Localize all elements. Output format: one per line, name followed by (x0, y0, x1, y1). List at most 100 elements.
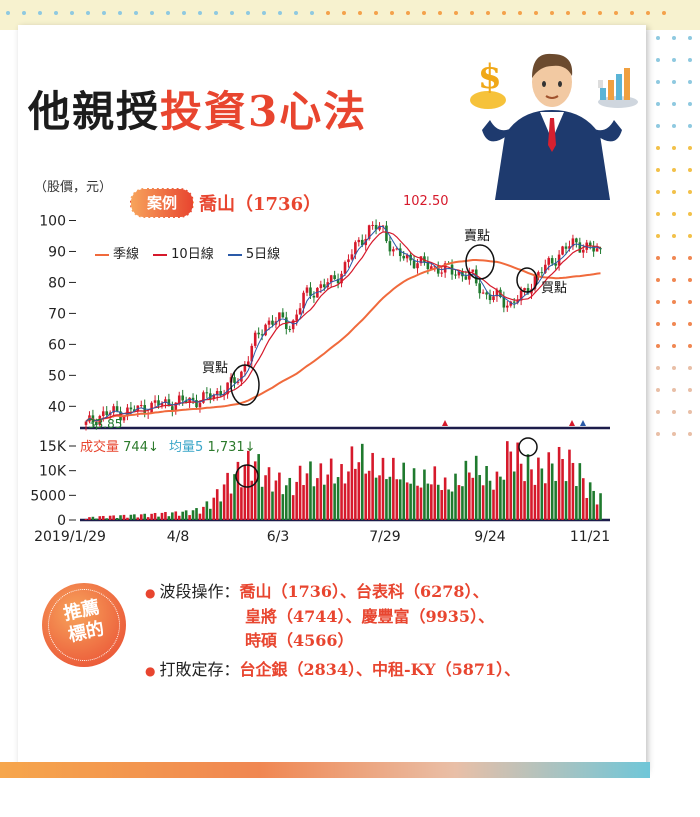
volume-bar (177, 515, 181, 520)
volume-bar (575, 486, 578, 520)
candle-body (464, 276, 468, 280)
candle-body (167, 399, 171, 407)
candle-body (488, 294, 492, 301)
volume-bar (288, 477, 292, 520)
candle-body (250, 345, 254, 362)
volume-bar (271, 491, 274, 520)
volume-bar (392, 457, 395, 520)
candle-body (153, 400, 157, 403)
volume-bar (357, 462, 361, 520)
volume-bar (543, 483, 547, 520)
candle-body (264, 324, 267, 336)
price-ytick-label: 80 (48, 275, 66, 291)
volume-bar (347, 471, 350, 520)
price-unit-label: （股價，元） (34, 180, 113, 195)
volume-ytick-label: 15K (39, 439, 67, 455)
candle-body (398, 248, 402, 256)
volume-bar (233, 474, 236, 520)
volume-bar (433, 466, 437, 520)
volume-bar (388, 476, 392, 520)
candle-body (305, 287, 309, 293)
volume-bar (502, 479, 506, 520)
signal-marker (442, 420, 448, 426)
candle-body (191, 397, 195, 401)
candle-body (212, 395, 216, 400)
sell-point-circle (465, 244, 495, 280)
volume-bar (568, 449, 571, 520)
volume-bar (278, 472, 281, 520)
candle-body (526, 288, 530, 294)
volume-bar (119, 515, 122, 520)
candle-body (322, 284, 326, 288)
candle-body (595, 248, 599, 252)
bottom-gradient-band (0, 762, 650, 778)
volume-bar (250, 480, 254, 520)
candle-body (471, 269, 475, 272)
buy-point-1-label: 買點 (202, 361, 228, 376)
recommend-tag: 推薦 標的 (42, 583, 126, 667)
volume-bar (416, 485, 419, 520)
volume-bar (122, 514, 126, 520)
candle-body (215, 391, 219, 396)
volume-bar (343, 483, 347, 520)
volume-bar (526, 454, 530, 520)
legend-item-season-line: 季線 (95, 247, 139, 262)
candle-body (174, 402, 178, 412)
recommend-item-swing: ● 波段操作：喬山（1736）、台表科（6278）、 (145, 582, 489, 601)
candle-body (139, 405, 143, 407)
volume-bar (333, 483, 336, 520)
title-part-1: 他親授 (28, 87, 161, 136)
volume-bar (537, 457, 540, 520)
volume-bar (98, 516, 102, 520)
candle-body (550, 258, 554, 264)
x-tick-label: 2019/1/29 (34, 529, 106, 545)
volume-bar (530, 469, 533, 520)
signal-marker (569, 420, 575, 426)
high-price-label: 102.50 (403, 194, 449, 209)
volume-bar (115, 518, 119, 520)
volume-bar (91, 516, 95, 520)
volume-bar (468, 472, 471, 520)
volume-bar (564, 481, 568, 520)
candle-body (416, 263, 419, 269)
volume-bar (326, 474, 330, 520)
recommend-swing-line3: 時碩（4566） (245, 631, 354, 650)
volume-bar (360, 443, 364, 520)
candle-body (426, 261, 430, 270)
candle-body (440, 272, 443, 274)
volume-header: 成交量 744↓ 均量5 1,731↓ (80, 436, 256, 455)
candle-body (592, 246, 595, 252)
buy-point-1-circle (230, 364, 260, 406)
candle-body (160, 402, 164, 406)
volume-bar (260, 486, 264, 520)
volume-ytick-label: 10K (39, 464, 67, 480)
candle-body (240, 371, 243, 382)
recommend-swing-line1: 喬山（1736）、台表科（6278）、 (239, 582, 489, 601)
candle-body (219, 391, 222, 396)
volume-bar (312, 486, 316, 520)
volume-circle-2 (518, 437, 538, 457)
volume-bar (516, 442, 519, 520)
candle-body (385, 225, 388, 242)
volume-bar (364, 473, 368, 520)
legend-item-10day-line: 10日線 (153, 247, 214, 262)
volume-bar (101, 515, 105, 520)
volume-bar (198, 513, 202, 520)
volume-bar (146, 517, 150, 520)
candle-body (309, 287, 312, 296)
businessman-illustration: $ (470, 53, 638, 200)
volume-bar (402, 462, 406, 520)
candle-body (374, 224, 378, 230)
volume-bar (191, 510, 195, 520)
volume-ytick-label: 0 (57, 513, 66, 529)
candle-body (236, 381, 240, 383)
candle-body (105, 411, 109, 416)
legend-item-5day-line: 5日線 (227, 247, 280, 262)
volume-bar (226, 472, 229, 520)
candle-body (419, 256, 423, 264)
candle-body (302, 292, 305, 309)
volume-bar (164, 512, 167, 520)
candle-body (571, 238, 575, 247)
candle-body (133, 409, 136, 412)
candle-body (423, 256, 426, 262)
